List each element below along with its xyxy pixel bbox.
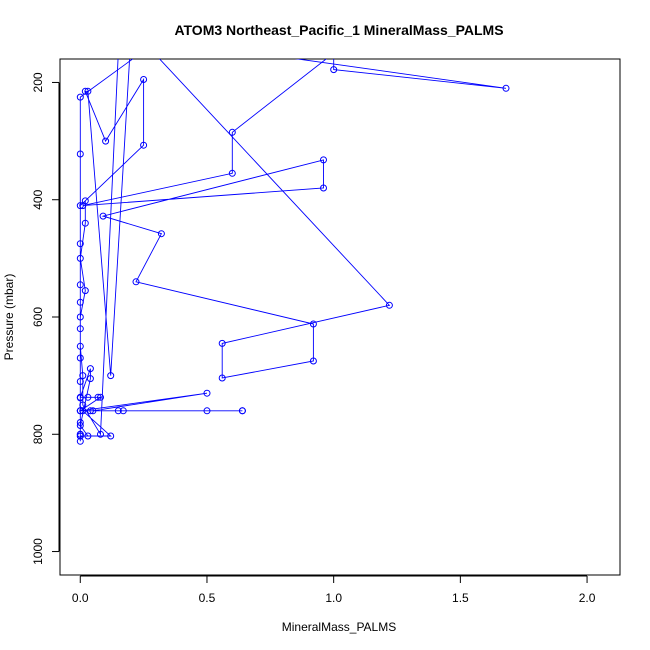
data-point (76, 254, 84, 262)
y-tick-label: 600 (31, 307, 45, 327)
data-point (76, 150, 84, 158)
data-point (331, 50, 337, 56)
data-point (309, 357, 317, 365)
data-point (99, 212, 107, 220)
data-point (79, 202, 87, 210)
data-point (97, 430, 104, 438)
y-tick-label: 400 (31, 189, 45, 209)
data-point (81, 87, 89, 95)
series-line (78, 59, 507, 442)
data-point (76, 430, 84, 438)
data-point (502, 84, 510, 92)
data-point (76, 325, 84, 333)
data-point (76, 393, 84, 401)
y-axis-label: Pressure (mbar) (2, 274, 16, 361)
data-point (76, 407, 84, 415)
x-tick-label: 0.5 (199, 591, 216, 605)
data-point (102, 137, 110, 145)
data-point (76, 202, 84, 210)
x-axis-label: MineralMass_PALMS (282, 620, 396, 634)
x-tick-label: 2.0 (579, 591, 596, 605)
chart-title: ATOM3 Northeast_Pacific_1 MineralMass_PA… (174, 22, 503, 38)
data-point (79, 407, 87, 415)
data-point (76, 93, 84, 101)
data-point (309, 320, 317, 328)
y-tick-label: 200 (31, 72, 45, 92)
data-point (76, 298, 84, 306)
data-point (218, 339, 226, 347)
data-point (76, 313, 84, 321)
data-point (76, 419, 84, 426)
data-point (84, 87, 92, 95)
data-point (140, 76, 148, 83)
x-tick-label: 1.5 (452, 591, 469, 605)
y-tick-label: 800 (31, 424, 45, 444)
data-point (119, 407, 127, 415)
data-point (86, 407, 94, 415)
data-point (76, 342, 84, 350)
data-point (76, 378, 84, 385)
data-point (86, 365, 94, 373)
data-point (320, 184, 327, 192)
data-point (320, 156, 327, 164)
data-point (330, 66, 338, 74)
data-point (203, 407, 211, 415)
data-point (203, 389, 211, 397)
data-point (76, 354, 84, 362)
series-layer (76, 33, 510, 445)
data-point (146, 44, 152, 50)
data-point (228, 128, 236, 136)
y-tick-label: 1000 (31, 538, 45, 565)
data-point (81, 287, 89, 295)
data-point (157, 230, 165, 238)
y-axis: 200 400 600 800 1000 (31, 72, 60, 565)
x-tick-label: 0.0 (72, 591, 89, 605)
data-point (76, 437, 84, 445)
data-point (79, 372, 87, 380)
data-point (140, 141, 148, 149)
data-point (228, 169, 236, 177)
x-axis: 0.0 0.5 1.0 1.5 2.0 (72, 575, 596, 605)
data-point (107, 372, 115, 380)
data-point (94, 393, 102, 401)
data-point (81, 219, 89, 227)
data-point (238, 407, 246, 415)
data-point (86, 375, 94, 383)
data-point (128, 33, 134, 39)
data-point (84, 432, 92, 440)
data-point (218, 374, 226, 382)
plot-frame (59, 58, 621, 576)
data-point (114, 407, 122, 415)
data-point (89, 407, 97, 415)
data-point (97, 393, 104, 401)
data-point (385, 301, 393, 309)
data-point (76, 422, 84, 429)
data-point (84, 393, 92, 401)
data-point (107, 432, 115, 440)
data-point (76, 240, 84, 248)
data-point (115, 50, 121, 56)
data-point (76, 281, 84, 289)
x-tick-label: 1.0 (325, 591, 342, 605)
data-point (132, 278, 140, 286)
